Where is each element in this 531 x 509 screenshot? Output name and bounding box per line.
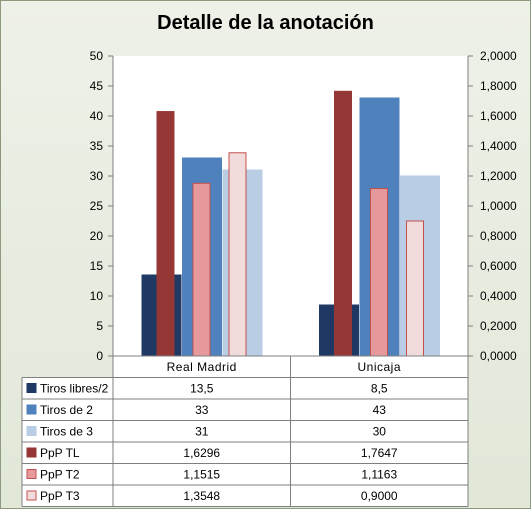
primary-tick-label: 40 — [90, 109, 104, 123]
legend-key-ppp-t2 — [26, 469, 37, 479]
legend-key-ppp-tl — [26, 447, 37, 458]
primary-tick-label: 0 — [96, 349, 103, 363]
secondary-tick-label: 1,4000 — [480, 139, 517, 153]
data-table-value: 30 — [373, 425, 387, 439]
bar-ppp-t3-0 — [228, 152, 247, 357]
data-table-value: 43 — [373, 403, 387, 417]
primary-tick-label: 10 — [90, 289, 104, 303]
bar-ppp-t3-1 — [406, 220, 424, 357]
primary-tick-label: 50 — [90, 49, 104, 63]
bar-ppp-tl-0 — [156, 111, 175, 357]
category-label: Unicaja — [357, 360, 401, 374]
legend-label: PpP TL — [40, 446, 80, 460]
primary-tick-label: 25 — [90, 199, 104, 213]
data-table-value: 33 — [195, 403, 209, 417]
secondary-tick-label: 1,6000 — [480, 109, 517, 123]
primary-tick-label: 20 — [90, 229, 104, 243]
secondary-tick-label: 2,0000 — [480, 49, 517, 63]
legend-key-ppp-t3 — [26, 490, 37, 501]
legend-key-tiros-de-2 — [26, 404, 37, 415]
legend-key-tiros-de-3 — [26, 426, 37, 436]
bar-ppp-tl-1 — [334, 90, 352, 357]
data-table-value: 8,5 — [371, 382, 388, 396]
secondary-tick-label: 0,4000 — [480, 289, 517, 303]
category-label: Real Madrid — [167, 360, 237, 374]
legend-label: Tiros libres/2 — [40, 382, 109, 396]
secondary-tick-label: 1,2000 — [480, 169, 517, 183]
primary-tick-label: 45 — [90, 79, 104, 93]
data-table-value: 1,1515 — [183, 468, 220, 482]
secondary-tick-label: 1,0000 — [480, 199, 517, 213]
data-table-value: 1,6296 — [183, 446, 220, 460]
data-table-value: 13,5 — [190, 382, 214, 396]
data-table-value: 1,7647 — [361, 446, 398, 460]
legend-label: Tiros de 3 — [40, 425, 93, 439]
bar-ppp-t2-0 — [192, 182, 211, 357]
chart-title: Detalle de la anotación — [157, 12, 374, 34]
primary-tick-label: 15 — [90, 259, 104, 273]
data-table-value: 1,1163 — [361, 468, 397, 482]
secondary-tick-label: 0,6000 — [480, 259, 517, 273]
legend-key-tiros-libres-2 — [26, 383, 37, 393]
bar-ppp-t2-1 — [370, 188, 388, 357]
legend-label: PpP T2 — [40, 468, 80, 482]
primary-tick-label: 35 — [90, 139, 104, 153]
primary-tick-label: 30 — [90, 169, 104, 183]
legend-label: Tiros de 2 — [40, 403, 93, 417]
data-table-value: 0,9000 — [361, 489, 398, 503]
legend-label: PpP T3 — [40, 489, 80, 503]
data-table-value: 31 — [195, 425, 209, 439]
secondary-tick-label: 0,2000 — [480, 319, 517, 333]
data-table-value: 1,3548 — [183, 489, 220, 503]
secondary-tick-label: 0,0000 — [480, 349, 517, 363]
secondary-tick-label: 1,8000 — [480, 79, 517, 93]
primary-tick-label: 5 — [96, 319, 103, 333]
secondary-tick-label: 0,8000 — [480, 229, 517, 243]
